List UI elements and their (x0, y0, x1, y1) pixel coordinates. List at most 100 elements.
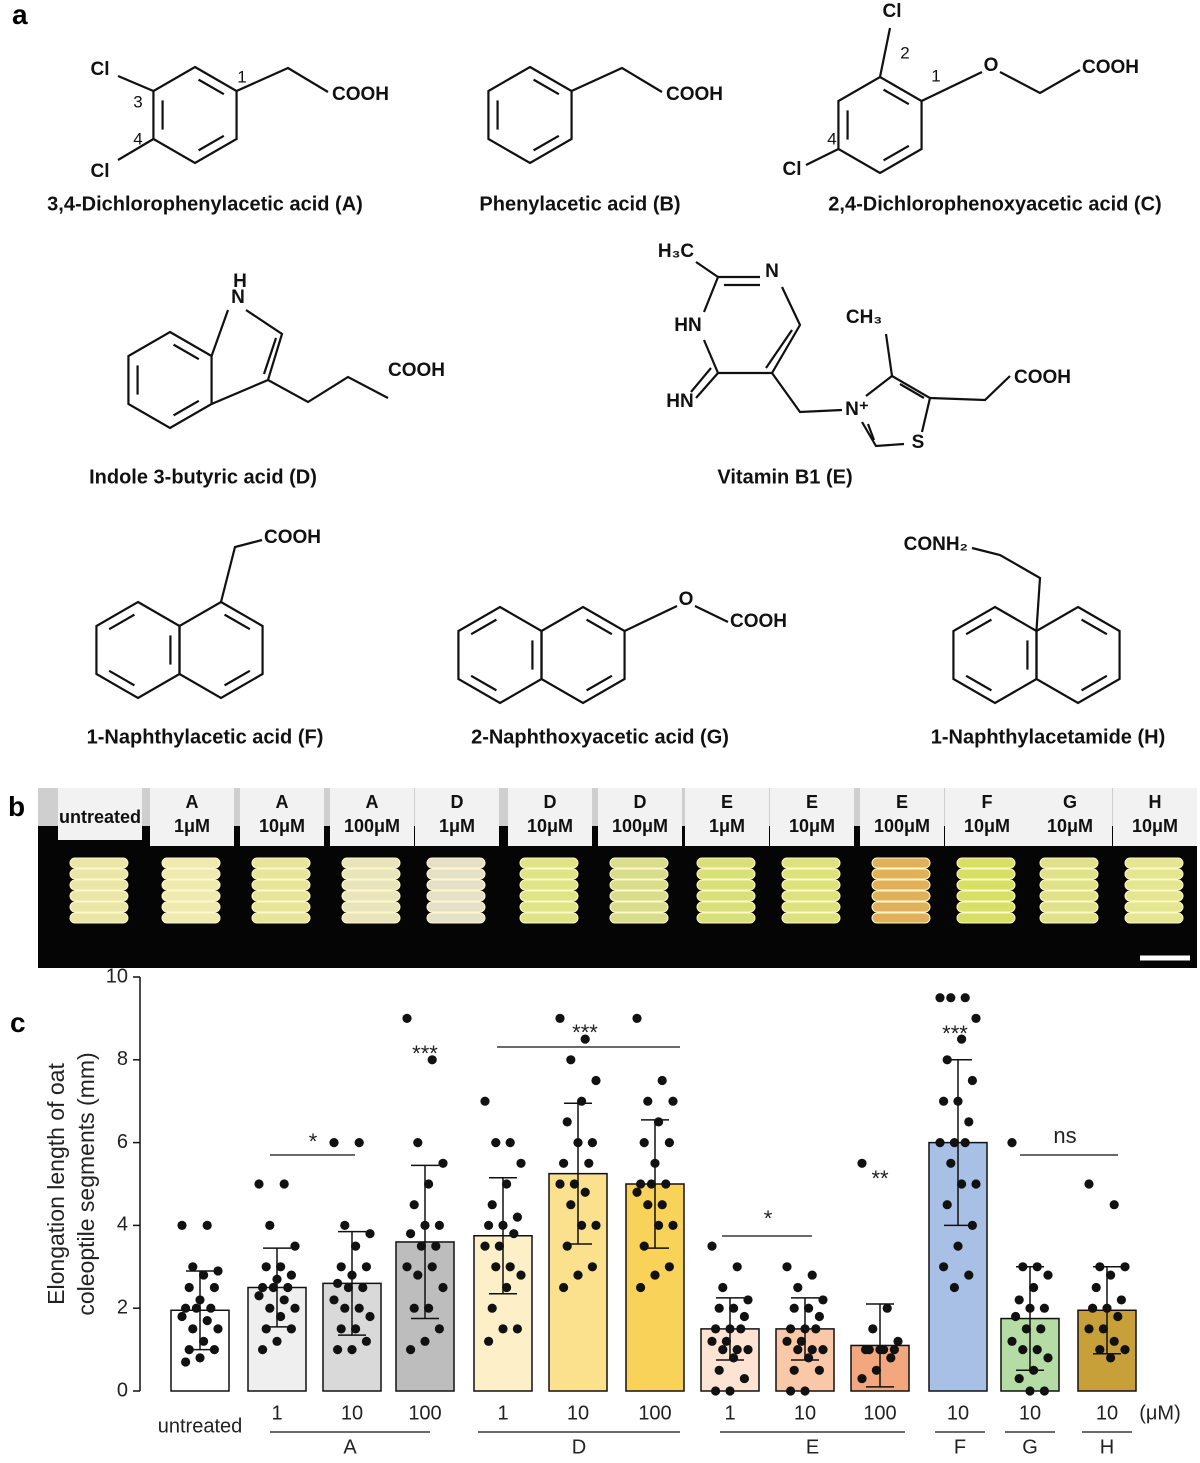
photo-label: E (806, 792, 818, 812)
coleoptile (609, 890, 669, 902)
data-point (416, 1241, 426, 1251)
y-axis-label: coleoptile segments (mm) (73, 1052, 99, 1315)
data-point (562, 1241, 572, 1251)
coleoptile (696, 879, 756, 891)
data-point (1043, 1270, 1053, 1280)
data-point (333, 1278, 343, 1288)
photo-label: 1μM (174, 816, 210, 836)
coleoptile (69, 879, 129, 891)
coleoptile (956, 890, 1016, 902)
bond (690, 367, 712, 393)
coleoptile (251, 890, 311, 902)
bond (865, 374, 932, 433)
photo-label: G (1063, 792, 1077, 812)
y-tick-label: 0 (117, 1379, 128, 1401)
coleoptile (161, 901, 221, 913)
x-tick-label: 10 (341, 1402, 363, 1424)
data-point (587, 1138, 598, 1148)
bond (695, 261, 719, 278)
data-point (279, 1295, 289, 1305)
data-point (668, 1096, 678, 1106)
data-point (949, 1138, 960, 1148)
data-point (188, 1324, 198, 1334)
data-point (743, 1345, 753, 1355)
data-point (807, 1345, 817, 1355)
data-point (964, 1117, 974, 1127)
data-point (632, 1187, 642, 1197)
atom-label: N (231, 287, 245, 308)
data-point (654, 1220, 664, 1230)
data-point (814, 1311, 825, 1322)
data-point (177, 1311, 187, 1322)
coleoptile (1124, 890, 1184, 902)
coleoptile (871, 912, 931, 924)
data-point (1091, 1282, 1101, 1293)
coleoptile (956, 901, 1016, 913)
bond (198, 134, 225, 152)
x-tick-label: 10 (1019, 1402, 1041, 1424)
data-point (861, 1345, 871, 1355)
data-point (707, 1241, 717, 1251)
bond (219, 538, 263, 603)
coleoptile (1039, 879, 1099, 891)
coleoptile (609, 901, 669, 913)
coleoptile (609, 879, 669, 891)
bond (267, 375, 389, 404)
coleoptile (251, 868, 311, 880)
label-card (770, 788, 854, 846)
bond (117, 74, 154, 93)
data-point (957, 1179, 967, 1189)
y-tick-label: 4 (117, 1214, 128, 1236)
coleoptile (251, 901, 311, 913)
data-point (283, 1282, 293, 1293)
data-point (413, 1270, 423, 1280)
data-point (664, 1262, 675, 1272)
data-point (1007, 1138, 1017, 1148)
group-label: D (572, 1436, 586, 1458)
data-point (258, 1282, 268, 1293)
coleoptile (341, 857, 401, 869)
photo-label: 10μM (259, 816, 305, 836)
coleoptile (1039, 890, 1099, 902)
bond (533, 134, 560, 152)
compound-name: 2,4-Dichlorophenoxyacetic acid (C) (828, 193, 1161, 215)
group-label: G (1022, 1436, 1038, 1458)
bond (765, 329, 793, 369)
ring (178, 600, 264, 700)
data-point (1109, 1200, 1119, 1210)
data-point (329, 1138, 339, 1148)
data-point (1032, 1345, 1042, 1355)
data-point (650, 1270, 660, 1280)
data-point (1084, 1179, 1094, 1189)
data-point (480, 1241, 490, 1251)
coleoptile (956, 912, 1016, 924)
x-tick-label: 10 (1096, 1402, 1118, 1424)
data-point (964, 1270, 974, 1280)
unit-label: (μM) (1139, 1402, 1181, 1424)
data-point (502, 1179, 512, 1189)
x-tick-label: 100 (638, 1402, 671, 1424)
data-point (498, 1324, 508, 1334)
bond (236, 66, 329, 93)
data-point (491, 1138, 501, 1148)
data-point (643, 1200, 653, 1210)
bond (624, 605, 678, 632)
data-point (1014, 1373, 1024, 1384)
bond (224, 669, 251, 687)
atom-label: COOH (388, 360, 445, 381)
atom-label: Cl (91, 161, 110, 182)
compound-name: Vitamin B1 (E) (717, 466, 852, 488)
atom-label: 2 (900, 43, 909, 62)
coleoptile (696, 912, 756, 924)
data-point (562, 1117, 572, 1127)
data-point (181, 1303, 191, 1313)
significance: *** (412, 1041, 438, 1066)
data-point (290, 1303, 300, 1313)
coleoptile (341, 901, 401, 913)
bond (884, 333, 894, 377)
data-point (365, 1229, 375, 1239)
significance: *** (572, 1020, 598, 1045)
data-point (960, 993, 970, 1003)
photo-label: H (1149, 792, 1162, 812)
data-point (1011, 1311, 1021, 1322)
